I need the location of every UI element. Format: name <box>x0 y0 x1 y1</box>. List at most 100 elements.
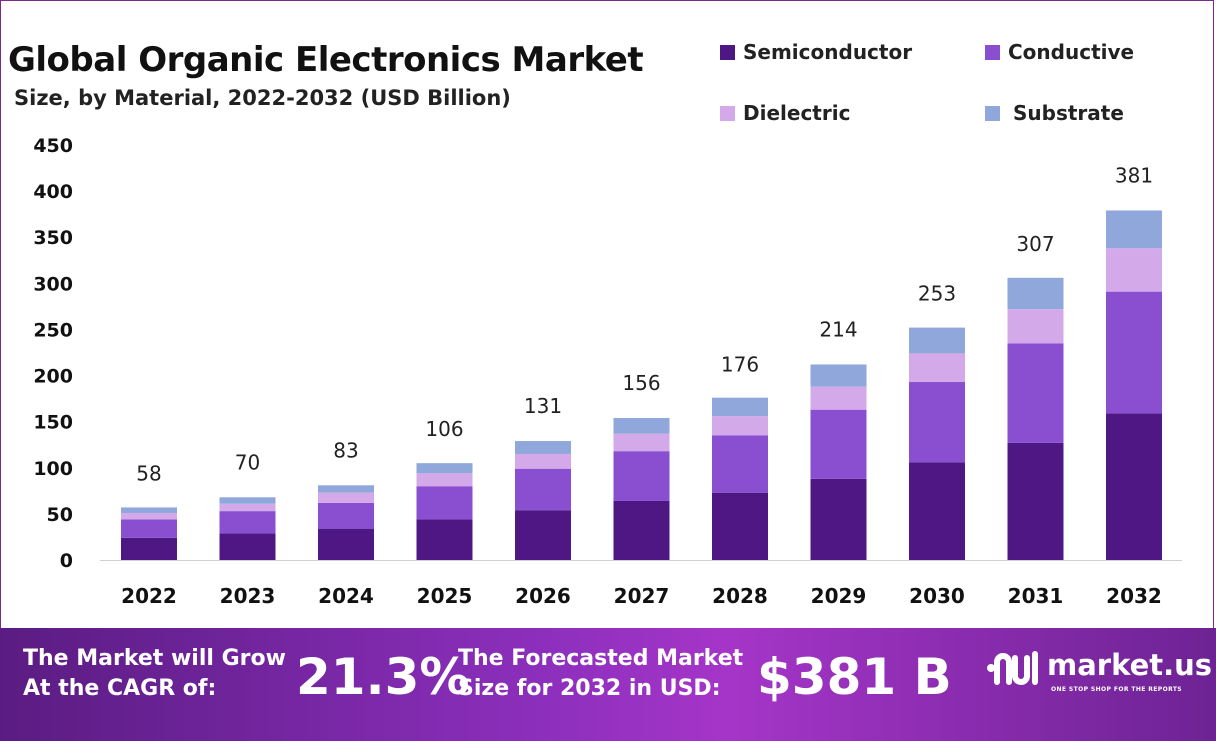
footer-banner: The Market will Grow At the CAGR of: 21.… <box>0 628 1216 741</box>
bar-total-label: 58 <box>136 462 161 486</box>
bar-segment <box>1106 291 1162 414</box>
x-tick-label: 2028 <box>712 584 768 608</box>
bar-segment <box>1007 277 1064 310</box>
bar-segment <box>219 503 276 512</box>
cagr-label-line1: The Market will Grow <box>23 646 286 671</box>
x-tick-label: 2022 <box>121 584 177 608</box>
bar-total-label: 131 <box>524 394 562 418</box>
bar-segment <box>121 507 177 513</box>
legend-item-conductive: Conductive <box>985 40 1134 64</box>
y-tick-label: 150 <box>33 412 73 434</box>
x-tick-label: 2024 <box>318 584 374 608</box>
y-tick-label: 400 <box>33 181 73 203</box>
bar-segment <box>712 492 768 560</box>
legend-label: Semiconductor <box>743 40 913 64</box>
bar-segment <box>1007 309 1064 344</box>
y-tick-label: 100 <box>33 458 73 480</box>
brand-mark-icon <box>987 651 1038 685</box>
brand-tagline: ONE STOP SHOP FOR THE REPORTS <box>1051 686 1183 693</box>
chart-subtitle: Size, by Material, 2022-2032 (USD Billio… <box>14 86 511 110</box>
bar-segment <box>416 473 473 487</box>
bar-segment <box>1007 343 1064 443</box>
bar-segment <box>121 519 177 538</box>
legend-label: Substrate <box>1013 101 1124 125</box>
legend-swatch <box>720 44 735 60</box>
legend-item-semiconductor: Semiconductor <box>720 40 912 64</box>
bar-segment <box>121 537 177 560</box>
bar-total-label: 253 <box>918 282 956 306</box>
y-tick-label: 450 <box>33 135 73 157</box>
legend-swatch <box>720 105 735 121</box>
y-tick-label: 200 <box>33 366 73 388</box>
bar-segment <box>515 510 571 560</box>
bar-segment <box>712 435 768 493</box>
bar-segment <box>909 462 965 560</box>
bar-segment <box>712 416 768 436</box>
x-tick-label: 2025 <box>417 584 473 608</box>
y-tick-label: 300 <box>33 273 73 295</box>
x-tick-label: 2029 <box>811 584 867 608</box>
bar-segment <box>219 533 276 560</box>
legend-swatch <box>985 105 1000 121</box>
bar-total-label: 381 <box>1115 164 1153 188</box>
bar-total-label: 176 <box>721 353 759 377</box>
bar-segment <box>1106 413 1162 560</box>
bar-total-label: 214 <box>819 318 857 342</box>
bar-segment <box>416 486 473 520</box>
bar-segment <box>909 382 965 463</box>
bar-total-label: 106 <box>425 417 463 441</box>
forecast-label-line2: Size for 2032 in USD: <box>458 676 721 701</box>
bar-total-label: 307 <box>1016 232 1054 256</box>
x-tick-label: 2023 <box>220 584 276 608</box>
bar-segment <box>613 417 670 434</box>
bar-segment <box>1106 210 1162 249</box>
bar-segment <box>909 327 965 354</box>
bar-segment <box>810 409 867 479</box>
legend-label: Dielectric <box>743 101 851 125</box>
bar-segment <box>613 500 670 560</box>
bar-segment <box>219 511 276 534</box>
bar-segment <box>416 519 473 560</box>
x-tick-label: 2031 <box>1008 584 1064 608</box>
bar-segment <box>515 468 571 511</box>
bar-segment <box>219 497 276 504</box>
bar-total-label: 83 <box>333 438 358 462</box>
forecast-label-line1: The Forecasted Market <box>458 646 744 671</box>
stacked-bar-chart: 0 50 100 150 200 250 300 350 400 450 58 2022 70 2023 8… <box>33 135 1182 608</box>
bar-segment <box>712 397 768 417</box>
bar-segment <box>318 502 374 529</box>
bar-total-label: 156 <box>622 371 660 395</box>
cagr-value: 21.3% <box>296 648 470 706</box>
y-tick-label: 50 <box>47 504 73 526</box>
bar-segment <box>613 451 670 501</box>
bar-segment <box>318 485 374 493</box>
bar-segment <box>318 528 374 560</box>
chart-title: Global Organic Electronics Market <box>8 40 644 80</box>
bar-segment <box>318 492 374 503</box>
cagr-label-line2: At the CAGR of: <box>23 676 217 701</box>
legend-label: Conductive <box>1008 40 1135 64</box>
bar-segment <box>515 441 571 454</box>
x-tick-label: 2030 <box>909 584 965 608</box>
y-tick-label: 250 <box>33 319 73 341</box>
bar-segment <box>810 478 867 560</box>
bar-segment <box>810 386 867 410</box>
bar-segment <box>909 353 965 383</box>
bar-segment <box>416 463 473 474</box>
bar-segment <box>515 453 571 469</box>
bar-segment <box>810 364 867 387</box>
bar-total-label: 70 <box>235 450 260 474</box>
x-tick-label: 2032 <box>1106 584 1162 608</box>
bar-segment <box>121 512 177 520</box>
brand-name: market.us <box>1047 648 1213 682</box>
legend-item-dielectric: Dielectric <box>720 101 850 125</box>
y-tick-label: 350 <box>33 227 73 249</box>
legend-item-substrate: Substrate <box>985 101 1124 125</box>
x-tick-label: 2026 <box>515 584 571 608</box>
x-tick-label: 2027 <box>614 584 670 608</box>
forecast-value: $381 B <box>757 648 952 706</box>
bar-segment <box>613 433 670 452</box>
bar-segment <box>1106 248 1162 292</box>
legend-swatch <box>985 44 1000 60</box>
brand-logo: market.us ONE STOP SHOP FOR THE REPORTS <box>985 648 1212 693</box>
